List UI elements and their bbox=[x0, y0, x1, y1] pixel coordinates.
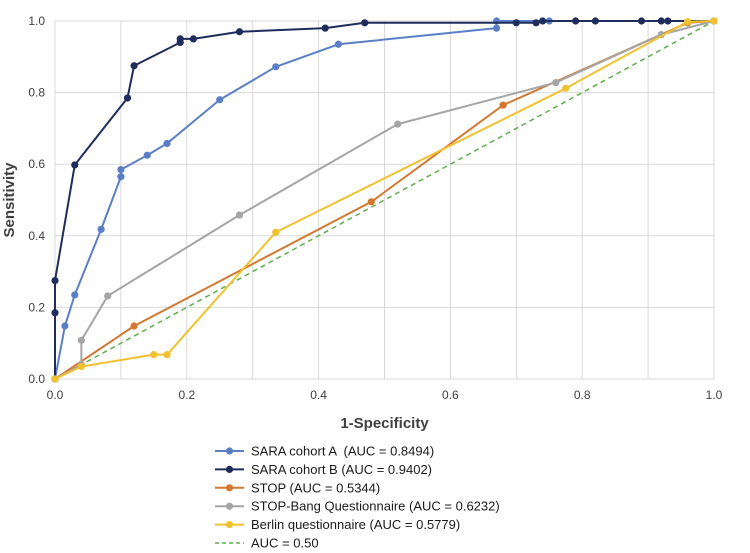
series-3 bbox=[51, 17, 718, 383]
legend-marker bbox=[225, 484, 234, 492]
data-point bbox=[51, 309, 59, 317]
x-axis-title: 1-Specificity bbox=[340, 415, 429, 432]
data-point bbox=[321, 24, 329, 32]
data-point bbox=[394, 120, 402, 128]
legend-marker bbox=[225, 447, 234, 455]
data-point bbox=[163, 139, 171, 148]
data-point bbox=[591, 17, 599, 25]
data-point bbox=[143, 151, 151, 159]
data-point bbox=[684, 18, 692, 26]
data-point bbox=[117, 165, 125, 174]
data-point bbox=[71, 161, 79, 169]
data-point bbox=[51, 276, 59, 285]
data-point bbox=[216, 96, 224, 104]
y-tick-label: 0.6 bbox=[28, 157, 45, 171]
data-point bbox=[123, 94, 132, 102]
data-point bbox=[176, 35, 184, 43]
x-tick-label: 0.2 bbox=[178, 388, 195, 402]
y-tick-label: 0.2 bbox=[28, 300, 45, 314]
series-line bbox=[54, 20, 715, 380]
data-point bbox=[77, 362, 85, 371]
data-point bbox=[367, 198, 375, 206]
data-point bbox=[235, 211, 244, 219]
data-point bbox=[117, 173, 125, 181]
data-point bbox=[130, 62, 138, 70]
legend-label: Berlin questionnaire (AUC = 0.5779) bbox=[251, 517, 460, 532]
tick-labels: 0.0 0.2 0.4 0.6 0.8 1.0 0.0 0.2 0.4 0.6 0.8 1.0 bbox=[28, 14, 722, 402]
legend-marker bbox=[225, 465, 234, 473]
legend-item: STOP (AUC = 0.5344) bbox=[215, 480, 380, 495]
y-axis-title: Sensitivity bbox=[1, 162, 18, 238]
legend-label: AUC = 0.50 bbox=[251, 536, 319, 551]
data-point bbox=[77, 336, 85, 344]
y-tick-label: 0.8 bbox=[28, 86, 45, 100]
data-point bbox=[130, 322, 138, 330]
x-tick-label: 0.8 bbox=[574, 388, 591, 402]
x-tick-label: 1.0 bbox=[706, 388, 723, 402]
data-point bbox=[637, 17, 646, 25]
y-tick-label: 0.0 bbox=[28, 372, 45, 386]
series-line bbox=[54, 20, 715, 380]
plot-area-frame bbox=[54, 20, 715, 380]
y-tick-label: 0.4 bbox=[28, 229, 45, 243]
x-tick-label: 0.6 bbox=[442, 388, 459, 402]
x-tick-label: 0.4 bbox=[310, 388, 327, 402]
data-point bbox=[51, 375, 59, 383]
data-point bbox=[572, 17, 580, 25]
y-tick-label: 1.0 bbox=[28, 14, 45, 28]
data-point bbox=[61, 322, 69, 330]
data-point bbox=[552, 78, 560, 87]
data-point bbox=[235, 28, 244, 36]
legend-label: STOP-Bang Questionnaire (AUC = 0.6232) bbox=[251, 499, 500, 514]
data-point bbox=[499, 101, 507, 109]
data-point bbox=[97, 225, 105, 233]
data-point bbox=[492, 24, 501, 32]
data-point bbox=[272, 63, 280, 71]
legend: SARA cohort A (AUC = 0.8494) SARA cohort … bbox=[215, 444, 500, 551]
legend-item: Berlin questionnaire (AUC = 0.5779) bbox=[215, 517, 460, 532]
data-point bbox=[539, 17, 547, 25]
data-point bbox=[104, 292, 112, 300]
data-point bbox=[710, 17, 718, 25]
legend-item: SARA cohort A (AUC = 0.8494) bbox=[215, 444, 434, 459]
data-point bbox=[71, 291, 79, 299]
legend-label: STOP (AUC = 0.5344) bbox=[251, 480, 380, 495]
x-tick-label: 0.0 bbox=[47, 388, 64, 402]
legend-marker bbox=[225, 502, 234, 510]
data-point bbox=[361, 19, 369, 27]
legend-label: SARA cohort B (AUC = 0.9402) bbox=[251, 462, 432, 477]
legend-item: STOP-Bang Questionnaire (AUC = 0.6232) bbox=[215, 499, 500, 514]
legend-marker bbox=[225, 521, 234, 529]
series-layer bbox=[51, 17, 718, 383]
data-point bbox=[272, 228, 280, 236]
data-point bbox=[657, 17, 665, 25]
data-point bbox=[150, 351, 158, 359]
legend-item: SARA cohort B (AUC = 0.9402) bbox=[215, 462, 432, 477]
series-4 bbox=[51, 17, 718, 383]
data-point bbox=[512, 19, 520, 27]
legend-item: AUC = 0.50 bbox=[215, 536, 319, 551]
data-point bbox=[532, 19, 540, 27]
series-5 bbox=[54, 20, 715, 380]
data-point bbox=[664, 17, 672, 25]
data-point bbox=[562, 84, 570, 92]
data-point bbox=[189, 35, 197, 43]
data-point bbox=[334, 40, 342, 48]
data-point bbox=[163, 351, 171, 359]
legend-label: SARA cohort A (AUC = 0.8494) bbox=[251, 444, 434, 459]
